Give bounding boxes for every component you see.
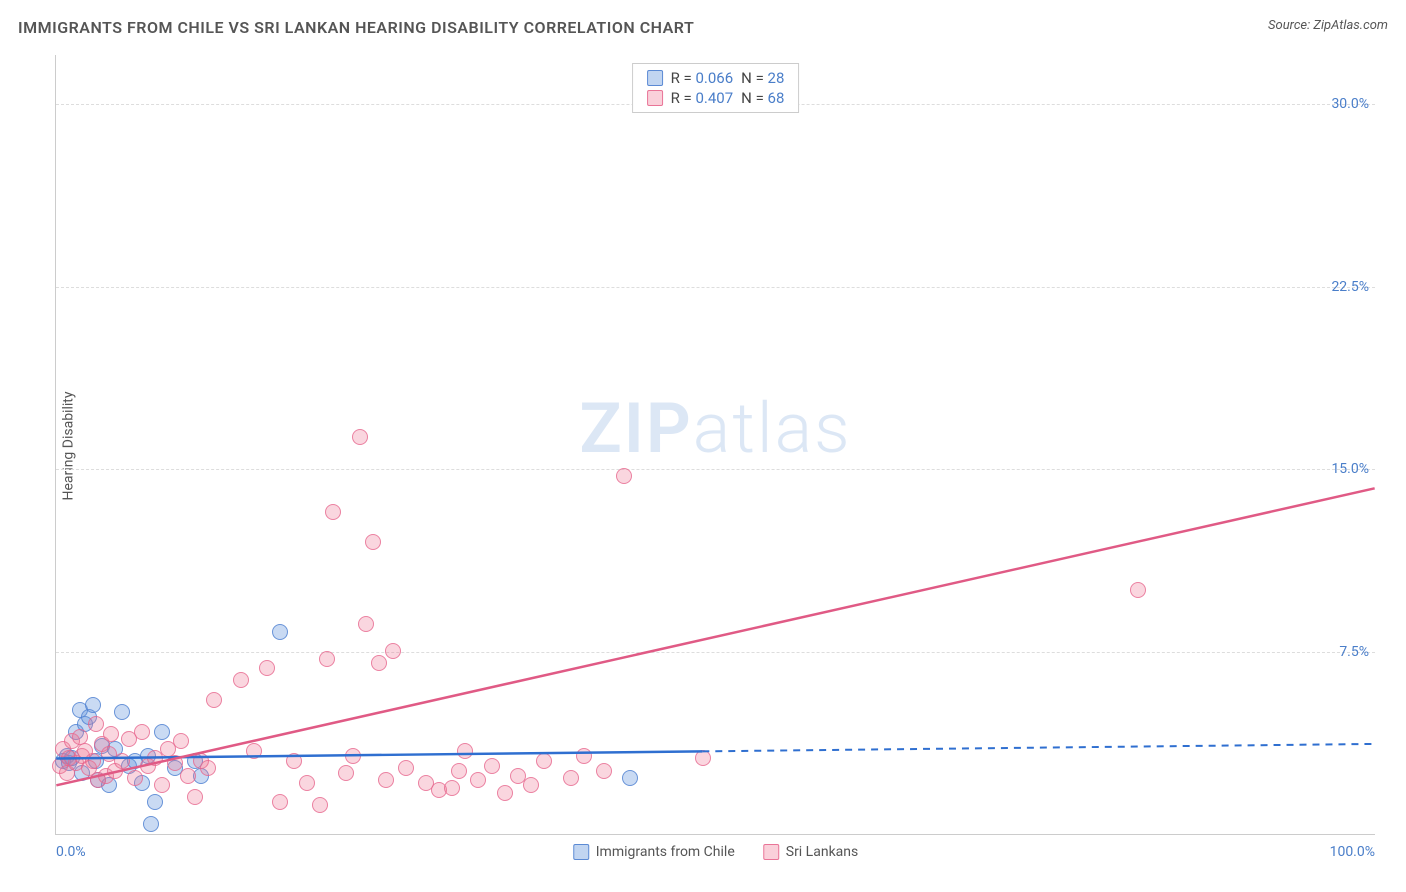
data-point: [173, 733, 189, 749]
data-point: [299, 775, 315, 791]
data-point: [259, 660, 275, 676]
data-point: [246, 743, 262, 759]
n-label: N = 68: [741, 89, 784, 107]
data-point: [72, 729, 88, 745]
data-point: [134, 724, 150, 740]
data-point: [497, 785, 513, 801]
y-tick-label: 15.0%: [1331, 461, 1369, 477]
data-point: [143, 816, 159, 832]
data-point: [523, 777, 539, 793]
x-tick-min: 0.0%: [56, 844, 86, 860]
data-point: [345, 748, 361, 764]
data-point: [85, 697, 101, 713]
data-point: [180, 768, 196, 784]
data-point: [398, 760, 414, 776]
data-point: [365, 534, 381, 550]
data-point: [576, 748, 592, 764]
correlation-legend: R = 0.066 N = 28 R = 0.407 N = 68: [632, 63, 800, 113]
gridline: [56, 469, 1375, 470]
data-point: [385, 643, 401, 659]
legend-label: Immigrants from Chile: [596, 844, 735, 860]
watermark-bold: ZIP: [579, 388, 692, 470]
swatch-pink: [647, 90, 663, 106]
data-point: [622, 770, 638, 786]
data-point: [272, 794, 288, 810]
plot-area: ZIPatlas 7.5% 15.0% 22.5% 30.0% R = 0.066 N…: [55, 55, 1375, 835]
data-point: [272, 624, 288, 640]
legend-label: Sri Lankans: [786, 844, 859, 860]
data-point: [536, 753, 552, 769]
source-label: Source: ZipAtlas.com: [1268, 18, 1388, 33]
data-point: [319, 651, 335, 667]
data-point: [147, 794, 163, 810]
x-tick-max: 100.0%: [1330, 844, 1375, 860]
data-point: [114, 753, 130, 769]
data-point: [154, 777, 170, 793]
trend-lines: [56, 55, 1375, 834]
data-point: [371, 655, 387, 671]
data-point: [563, 770, 579, 786]
data-point: [103, 726, 119, 742]
swatch-blue: [573, 844, 589, 860]
n-label: N = 28: [741, 69, 784, 87]
watermark: ZIPatlas: [579, 388, 851, 470]
data-point: [484, 758, 500, 774]
data-point: [206, 692, 222, 708]
data-point: [338, 765, 354, 781]
swatch-blue: [647, 70, 663, 86]
data-point: [352, 429, 368, 445]
gridline: [56, 652, 1375, 653]
data-point: [358, 616, 374, 632]
gridline: [56, 287, 1375, 288]
swatch-pink: [763, 844, 779, 860]
data-point: [200, 760, 216, 776]
data-point: [286, 753, 302, 769]
y-tick-label: 22.5%: [1331, 279, 1369, 295]
legend-item-chile: Immigrants from Chile: [573, 844, 735, 860]
data-point: [596, 763, 612, 779]
r-label: R = 0.407: [671, 89, 734, 107]
data-point: [378, 772, 394, 788]
r-label: R = 0.066: [671, 69, 734, 87]
data-point: [154, 724, 170, 740]
data-point: [444, 780, 460, 796]
data-point: [616, 468, 632, 484]
legend-row-chile: R = 0.066 N = 28: [647, 68, 785, 88]
data-point: [233, 672, 249, 688]
data-point: [451, 763, 467, 779]
series-legend: Immigrants from Chile Sri Lankans: [573, 844, 859, 860]
data-point: [312, 797, 328, 813]
legend-item-srilanka: Sri Lankans: [763, 844, 859, 860]
watermark-light: atlas: [693, 388, 852, 470]
data-point: [88, 716, 104, 732]
y-tick-label: 7.5%: [1339, 644, 1369, 660]
chart-title: IMMIGRANTS FROM CHILE VS SRI LANKAN HEAR…: [18, 18, 694, 37]
data-point: [1130, 582, 1146, 598]
data-point: [470, 772, 486, 788]
data-point: [325, 504, 341, 520]
legend-row-srilanka: R = 0.407 N = 68: [647, 88, 785, 108]
data-point: [127, 770, 143, 786]
data-point: [457, 743, 473, 759]
data-point: [187, 789, 203, 805]
data-point: [114, 704, 130, 720]
y-tick-label: 30.0%: [1331, 96, 1369, 112]
data-point: [85, 753, 101, 769]
data-point: [167, 755, 183, 771]
data-point: [695, 750, 711, 766]
